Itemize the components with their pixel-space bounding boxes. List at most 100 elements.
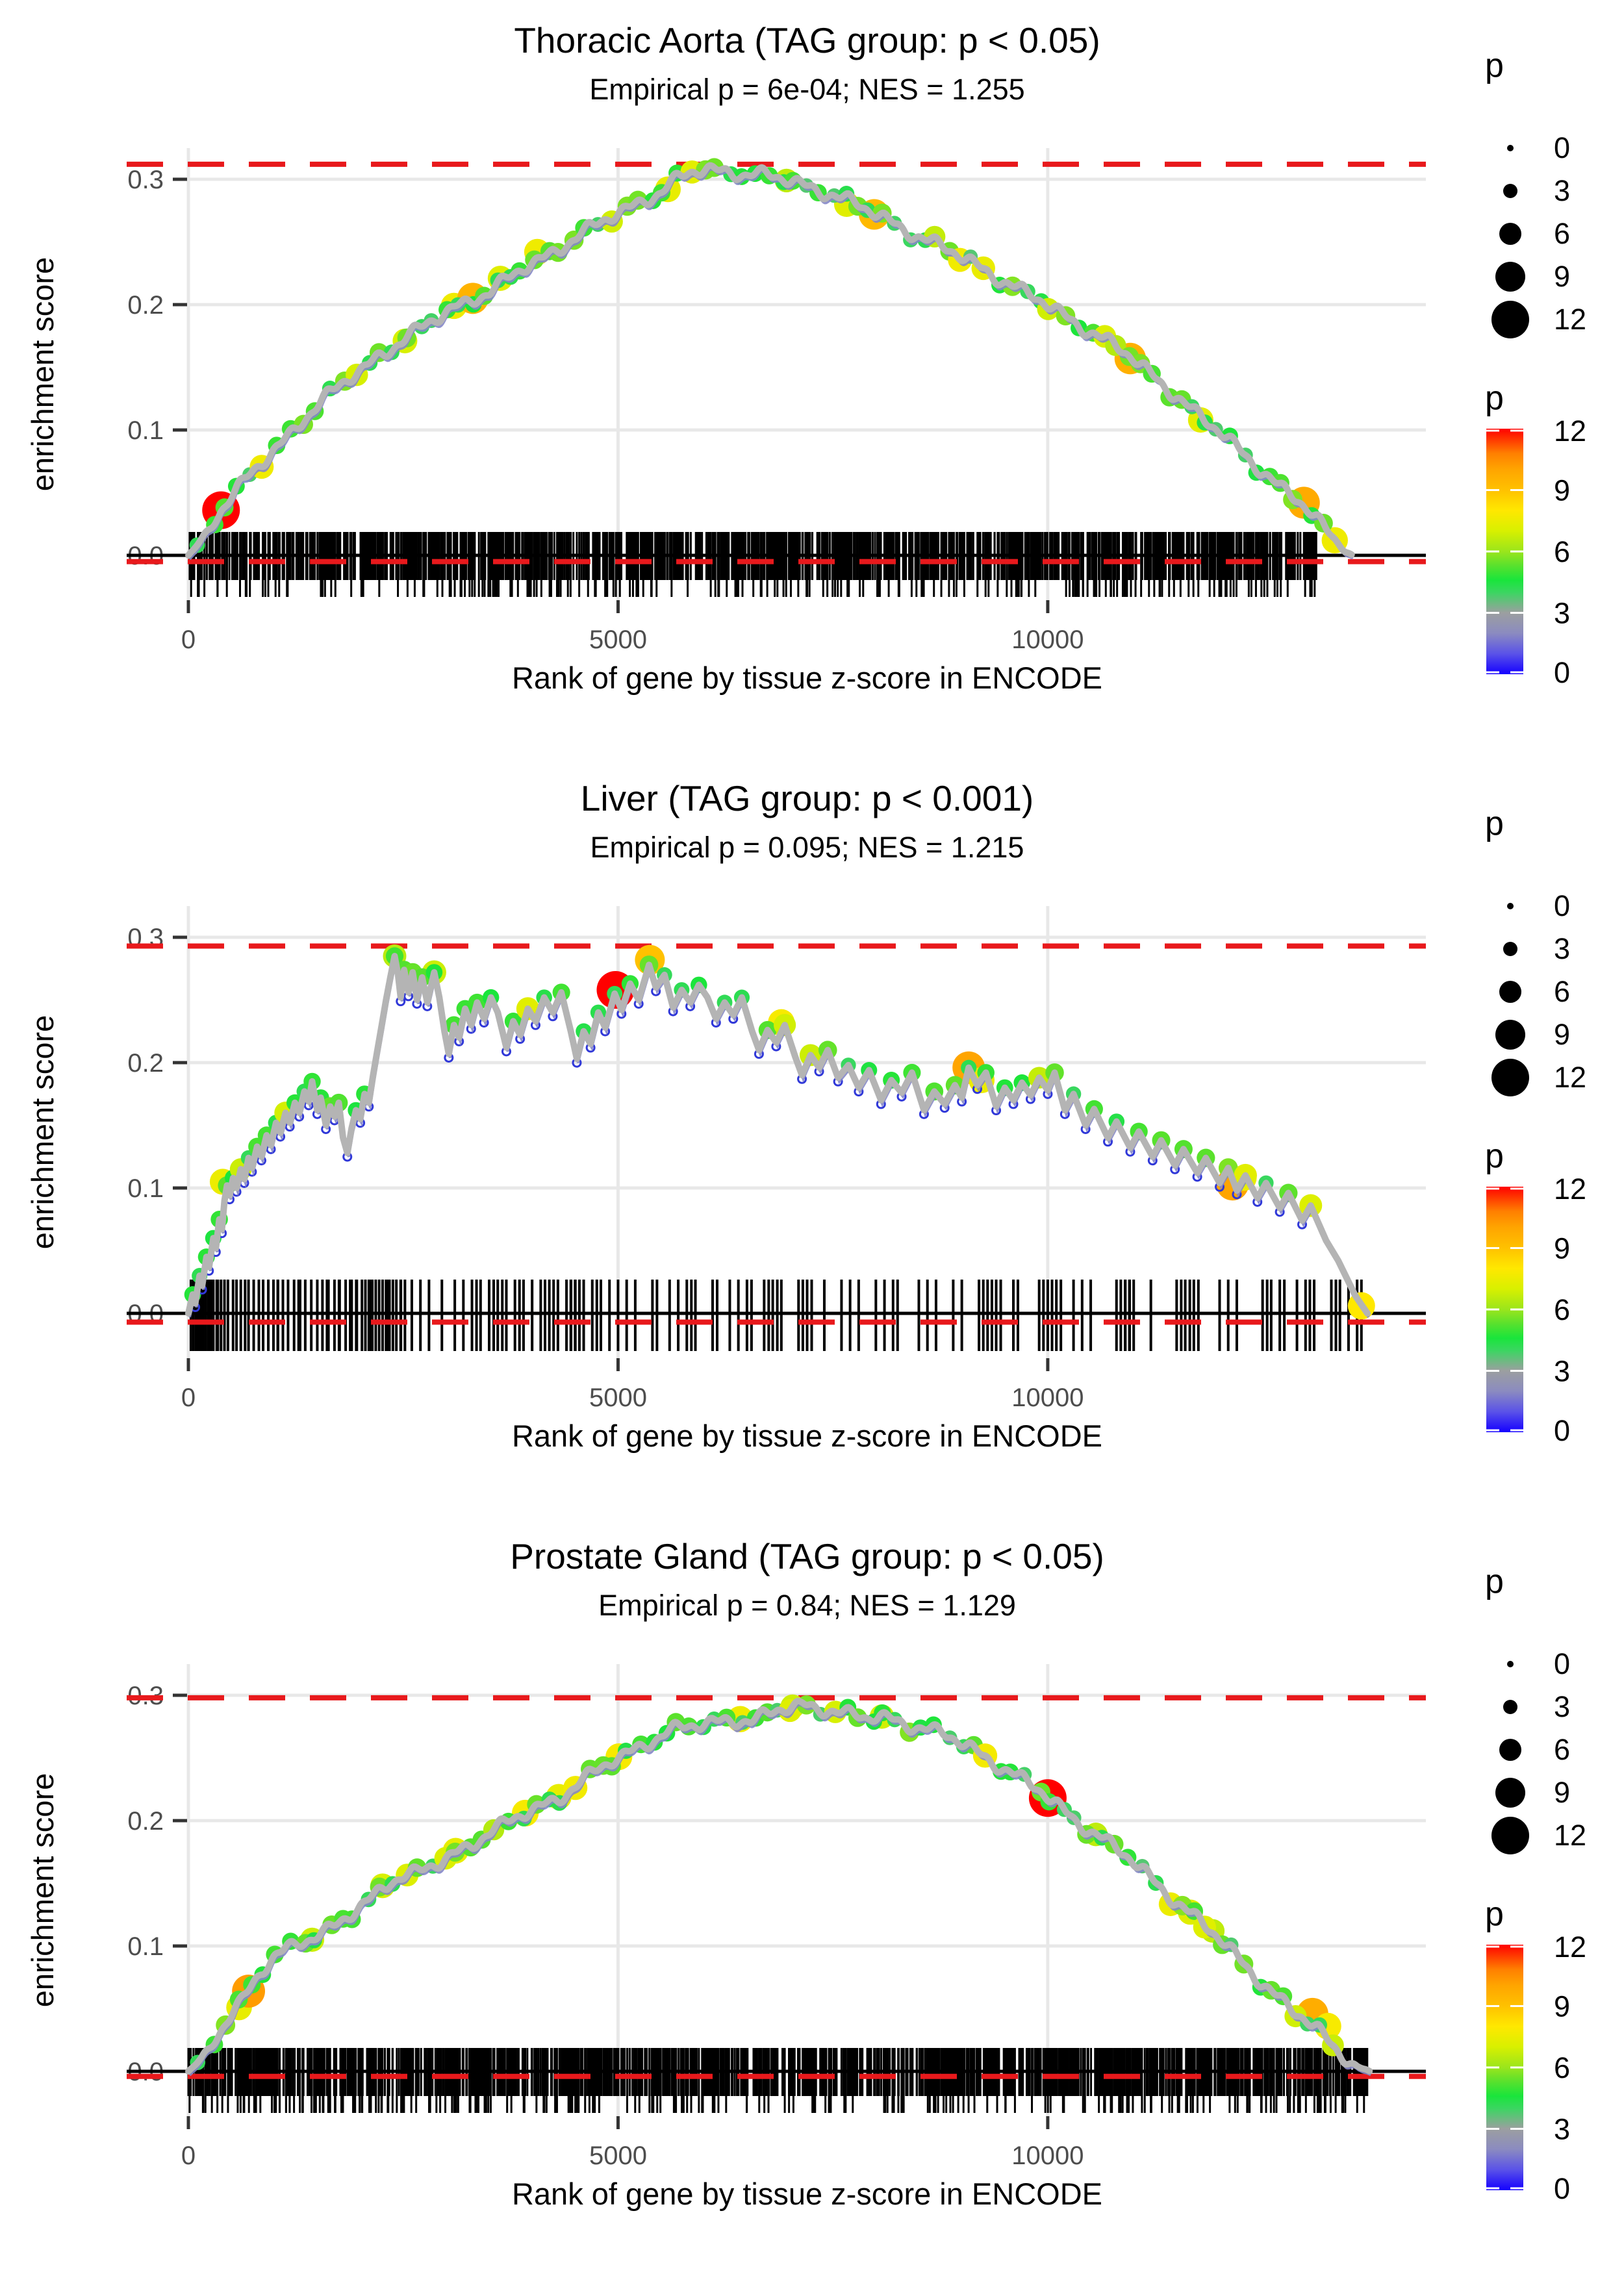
x-axis-title: Rank of gene by tissue z-score in ENCODE [512, 661, 1102, 695]
gene-rug [187, 2048, 1369, 2113]
color-legend: p 12 9 6 3 0 [1485, 1895, 1586, 2205]
size-legend-dot [1495, 262, 1525, 292]
y-tick-label: 0.3 [127, 166, 164, 194]
size-legend-dot [1491, 1059, 1529, 1096]
x-tick-label: 0 [181, 2141, 196, 2170]
minor-gene-dots [189, 158, 1333, 553]
color-legend: p 12 9 6 3 0 [1485, 379, 1586, 689]
color-legend-title: p [1485, 1895, 1504, 1933]
colorbar-tick-label: 6 [1554, 2051, 1570, 2084]
size-legend-dot [1507, 1661, 1514, 1667]
plot-title: Liver (TAG group: p < 0.001) [580, 778, 1034, 818]
size-legend-dot [1507, 903, 1514, 909]
y-tick-label: 0.2 [127, 1807, 164, 1836]
enrichment-curve [185, 1697, 1373, 2075]
y-tick-label: 0.2 [127, 291, 164, 320]
size-legend-dot [1499, 981, 1521, 1003]
colorbar-tick-label: 9 [1554, 1990, 1570, 2023]
size-legend-label: 0 [1554, 1647, 1570, 1680]
x-tick-label: 5000 [589, 625, 647, 654]
y-tick-label: 0.1 [127, 1932, 164, 1961]
colorbar-tick-label: 12 [1554, 414, 1586, 448]
colorbar-tick-label: 9 [1554, 1232, 1570, 1265]
plot-subtitle: Empirical p = 0.095; NES = 1.215 [590, 831, 1024, 864]
x-tick-label: 10000 [1011, 1383, 1084, 1412]
colorbar-tick-label: 3 [1554, 597, 1570, 630]
color-legend-title: p [1485, 1137, 1504, 1175]
colorbar-tick-label: 6 [1554, 1293, 1570, 1326]
colorbar-tick-label: 3 [1554, 1355, 1570, 1388]
size-legend-label: 6 [1554, 1733, 1570, 1766]
size-legend-title: p [1485, 1563, 1504, 1600]
minor-gene-dots [190, 1695, 1344, 2071]
x-tick-label: 5000 [589, 1383, 647, 1412]
size-legend-label: 3 [1554, 174, 1570, 207]
size-legend-label: 6 [1554, 975, 1570, 1008]
x-tick-label: 0 [181, 1383, 196, 1412]
gene-rug [188, 532, 1317, 597]
color-legend: p 12 9 6 3 0 [1485, 1137, 1586, 1447]
size-legend-label: 12 [1554, 1819, 1586, 1852]
size-legend-dot [1495, 1020, 1525, 1050]
x-tick-label: 0 [181, 625, 196, 654]
size-legend: p 0 3 6 9 12 [1485, 805, 1586, 1096]
colorbar-tick-label: 0 [1554, 656, 1570, 689]
x-axis-title: Rank of gene by tissue z-score in ENCODE [512, 2177, 1102, 2211]
size-legend-label: 9 [1554, 1776, 1570, 1809]
size-legend: p 0 3 6 9 12 [1485, 1563, 1586, 1854]
highlight-gene-dots [226, 1694, 1341, 2040]
size-legend-dot [1491, 301, 1529, 338]
size-legend-dot [1491, 1817, 1529, 1854]
size-legend-dot [1503, 184, 1517, 198]
colorbar-tick-label: 12 [1554, 1172, 1586, 1206]
plot-title: Prostate Gland (TAG group: p < 0.05) [510, 1536, 1104, 1576]
size-legend-label: 9 [1554, 1018, 1570, 1051]
gene-rug [189, 1280, 1363, 1351]
gsea-plot-liver: 0.0 0.1 0.2 0.3 0 5000 10000 Rank of gene by ti… [0, 758, 1624, 1516]
size-legend-title: p [1485, 805, 1504, 842]
y-tick-label: 0.1 [127, 1174, 164, 1203]
curve-fringe [188, 1703, 1372, 2077]
size-legend: p 0 3 6 9 12 [1485, 47, 1586, 338]
colorbar-tick-label: 3 [1554, 2113, 1570, 2146]
size-legend-label: 3 [1554, 932, 1570, 965]
color-legend-title: p [1485, 379, 1504, 417]
y-tick-label: 0.2 [127, 1049, 164, 1078]
colorbar-tick-label: 12 [1554, 1930, 1586, 1964]
size-legend-label: 12 [1554, 1061, 1586, 1094]
y-axis-title: enrichment score [25, 1773, 60, 2008]
size-legend-dot [1507, 145, 1514, 151]
y-axis-title: enrichment score [25, 257, 60, 492]
x-tick-label: 10000 [1011, 2141, 1084, 2170]
colorbar-tick-label: 6 [1554, 535, 1570, 568]
size-legend-label: 12 [1554, 303, 1586, 336]
size-legend-dot [1495, 1778, 1525, 1808]
size-legend-label: 0 [1554, 131, 1570, 164]
plot-subtitle: Empirical p = 0.84; NES = 1.129 [598, 1589, 1016, 1622]
size-legend-label: 3 [1554, 1690, 1570, 1723]
size-legend-dot [1499, 223, 1521, 245]
size-legend-dot [1499, 1739, 1521, 1761]
y-axis-title: enrichment score [25, 1015, 60, 1250]
y-tick-label: 0.1 [127, 416, 164, 445]
x-axis-title: Rank of gene by tissue z-score in ENCODE [512, 1419, 1102, 1453]
x-tick-label: 10000 [1011, 625, 1084, 654]
size-legend-title: p [1485, 47, 1504, 84]
size-legend-label: 0 [1554, 889, 1570, 922]
x-tick-label: 5000 [589, 2141, 647, 2170]
size-legend-dot [1503, 1700, 1517, 1714]
size-legend-label: 6 [1554, 217, 1570, 250]
plot-subtitle: Empirical p = 6e-04; NES = 1.255 [589, 73, 1025, 106]
colorbar-tick-label: 9 [1554, 474, 1570, 507]
size-legend-label: 9 [1554, 260, 1570, 293]
enrichment-curve [185, 162, 1355, 559]
colorbar-tick-label: 0 [1554, 1414, 1570, 1447]
